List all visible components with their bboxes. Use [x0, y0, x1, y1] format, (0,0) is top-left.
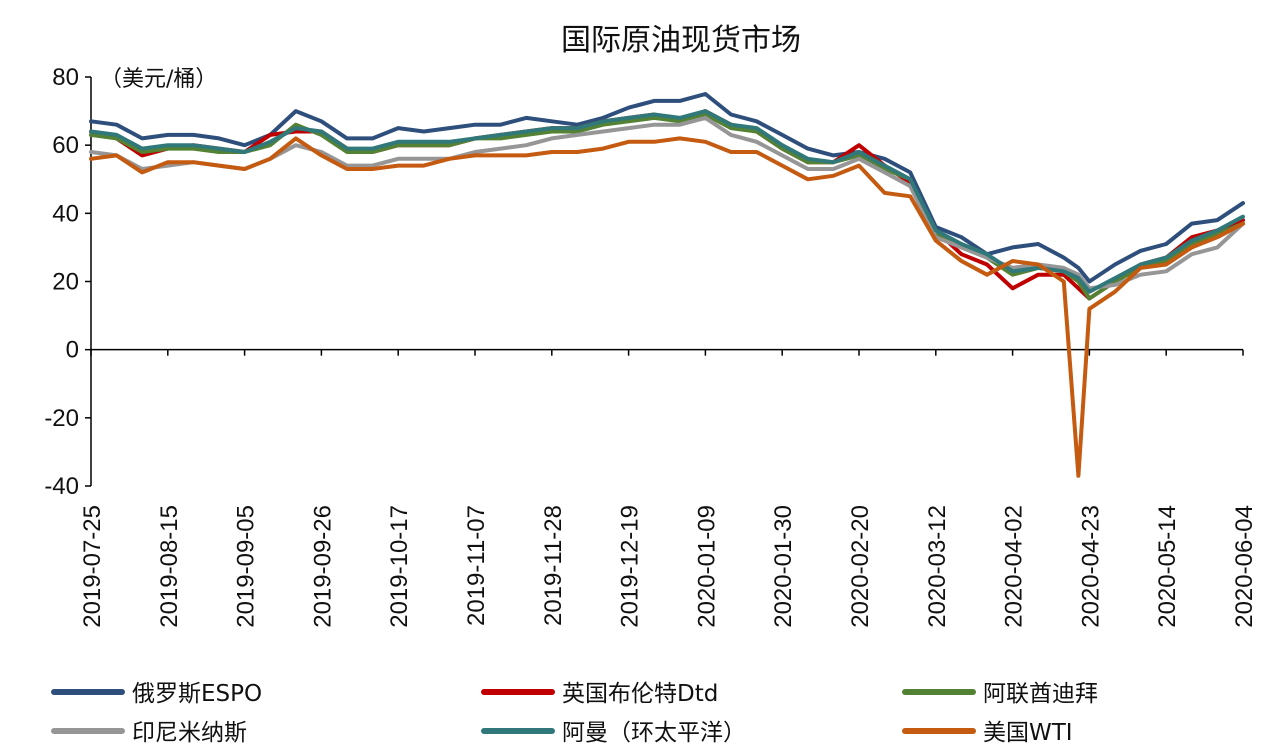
legend-label: 阿曼（环太平洋） — [562, 720, 746, 746]
x-tick-label: 2019-10-17 — [386, 505, 413, 628]
series-line-6 — [89, 136, 1245, 478]
series-lines — [89, 92, 1245, 478]
x-tick-label: 2019-08-15 — [156, 505, 183, 628]
y-tick-label: 0 — [66, 337, 79, 364]
y-axis-unit-label: （美元/桶） — [100, 67, 217, 92]
legend-label: 阿联酋迪拜 — [983, 681, 1098, 707]
axes — [90, 77, 1243, 486]
legend-label: 美国WTI — [983, 720, 1073, 746]
x-tick-label: 2019-07-25 — [79, 505, 106, 628]
x-tick-label: 2019-12-19 — [617, 505, 644, 628]
y-tick-label: -20 — [44, 405, 79, 432]
x-tick-label: 2020-05-14 — [1154, 505, 1181, 628]
x-tick-label: 2019-09-26 — [309, 505, 336, 628]
x-axis-ticks: 2019-07-25 2019-08-15 2019-09-05 2019-09-26… — [79, 349, 1258, 628]
chart-title: 国际原油现货市场 — [561, 23, 801, 58]
series-line-4 — [89, 115, 1245, 291]
x-tick-label: 2019-09-05 — [233, 505, 260, 628]
series-line-1 — [89, 92, 1245, 284]
y-tick-label: -40 — [44, 473, 79, 500]
y-axis-ticks: 80 60 40 20 0 -20 -40 — [44, 64, 91, 500]
x-tick-label: 2019-11-28 — [540, 505, 567, 626]
legend-label: 印尼米纳斯 — [132, 720, 247, 746]
legend-label: 英国布伦特Dtd — [562, 681, 718, 707]
series-line-5 — [89, 109, 1245, 294]
x-tick-label: 2020-04-23 — [1077, 505, 1104, 628]
x-tick-label: 2020-01-09 — [693, 505, 720, 628]
y-tick-label: 20 — [52, 269, 79, 296]
x-tick-label: 2020-03-12 — [924, 505, 951, 628]
x-tick-label: 2020-02-20 — [847, 505, 874, 628]
x-tick-label: 2020-04-02 — [1001, 505, 1028, 628]
x-tick-label: 2020-06-04 — [1231, 505, 1258, 628]
y-tick-label: 60 — [52, 132, 79, 159]
legend-label: 俄罗斯ESPO — [132, 681, 262, 707]
x-tick-label: 2020-01-30 — [770, 505, 797, 628]
y-tick-label: 40 — [52, 200, 79, 227]
x-tick-label: 2019-11-07 — [463, 505, 490, 626]
y-tick-label: 80 — [52, 64, 79, 91]
